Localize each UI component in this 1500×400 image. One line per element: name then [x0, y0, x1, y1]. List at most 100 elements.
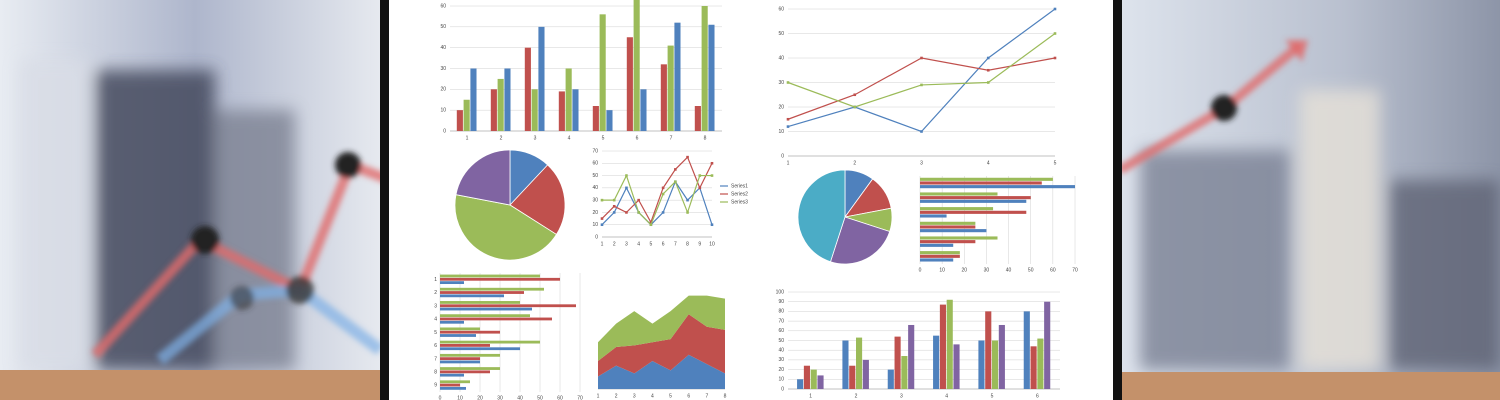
y-tick-label: 2 [434, 290, 437, 296]
y-tick-label: 5 [434, 330, 437, 336]
point [1053, 56, 1057, 60]
x-tick-label: 7 [705, 393, 708, 399]
x-tick-label: 5 [649, 241, 652, 247]
point [710, 174, 714, 177]
bar [908, 324, 915, 389]
point [600, 198, 604, 202]
bar [524, 47, 531, 131]
point [853, 93, 857, 97]
x-tick-label: 10 [939, 267, 945, 273]
y-tick-label: 30 [440, 66, 446, 72]
bar [440, 334, 476, 337]
bar [660, 64, 667, 131]
bar [946, 299, 953, 389]
bar [463, 99, 470, 131]
bar [920, 251, 960, 255]
bar [440, 344, 490, 347]
x-tick-label: 8 [686, 241, 689, 247]
point [674, 168, 677, 171]
point [786, 81, 790, 84]
x-tick-label: 1 [597, 393, 600, 399]
point [686, 155, 689, 159]
point [612, 211, 616, 214]
x-tick-label: 70 [1072, 267, 1078, 273]
x-tick-label: 8 [704, 135, 707, 141]
point [686, 211, 689, 214]
point [1053, 32, 1057, 35]
bar [440, 370, 490, 374]
x-tick-label: 3 [920, 160, 923, 166]
y-tick-label: 10 [778, 377, 784, 383]
x-tick-label: 40 [1006, 267, 1012, 273]
y-tick-label: 40 [440, 45, 446, 51]
bar [490, 89, 497, 131]
bar [862, 359, 869, 389]
bar [920, 236, 998, 240]
point [625, 186, 628, 190]
y-tick-label: 60 [778, 6, 784, 12]
bar [440, 360, 480, 364]
point [786, 125, 790, 128]
x-tick-label: 3 [633, 393, 636, 399]
bar [667, 45, 674, 132]
x-tick-label: 0 [919, 267, 922, 273]
point [986, 68, 990, 72]
bar [440, 304, 576, 308]
point [625, 174, 628, 177]
point [786, 117, 790, 121]
y-tick-label: 0 [595, 234, 598, 240]
y-tick-label: 8 [434, 369, 437, 375]
bar [440, 277, 560, 281]
bar [497, 78, 504, 131]
bar [920, 214, 947, 218]
x-tick-label: 6 [1036, 393, 1039, 399]
bar [456, 110, 463, 131]
bar [531, 89, 538, 131]
x-tick-label: 40 [517, 395, 523, 400]
y-tick-label: 7 [434, 356, 437, 362]
x-tick-label: 1 [787, 160, 790, 166]
x-tick-label: 1 [601, 241, 604, 247]
bar [920, 181, 1042, 185]
x-tick-label: 10 [709, 241, 715, 247]
x-tick-label: 5 [669, 393, 672, 399]
point [674, 180, 677, 184]
pie-slice [455, 149, 511, 206]
bar [572, 89, 579, 131]
pie-slice [454, 194, 557, 261]
y-tick-label: 0 [443, 128, 446, 134]
point [661, 192, 665, 196]
y-tick-label: 6 [434, 343, 437, 349]
bar [920, 199, 1027, 203]
point [986, 81, 990, 84]
bar [985, 311, 992, 389]
point [661, 186, 665, 190]
bar [797, 379, 804, 389]
y-tick-label: 70 [592, 148, 598, 154]
y-tick-label: 1 [434, 277, 437, 283]
point [612, 198, 616, 202]
bar [440, 386, 466, 390]
legend-label: Series3 [731, 199, 748, 205]
y-tick-label: 100 [776, 289, 785, 295]
y-tick-label: 40 [778, 55, 784, 61]
x-tick-label: 2 [613, 241, 616, 247]
x-tick-label: 20 [477, 395, 483, 400]
y-tick-label: 20 [778, 104, 784, 110]
y-tick-label: 30 [592, 197, 598, 203]
x-tick-label: 50 [1028, 267, 1034, 273]
bar [920, 177, 1053, 181]
bar [440, 347, 520, 351]
y-tick-label: 60 [440, 3, 446, 9]
x-tick-label: 6 [687, 393, 690, 399]
bar [592, 106, 599, 131]
x-tick-label: 2 [615, 393, 618, 399]
bar [440, 274, 540, 278]
y-tick-label: 0 [781, 153, 784, 159]
bar [440, 291, 524, 294]
bar [440, 317, 552, 321]
bar [440, 320, 464, 324]
x-tick-label: 1 [466, 135, 469, 141]
bar [674, 22, 681, 132]
x-tick-label: 4 [568, 135, 571, 141]
